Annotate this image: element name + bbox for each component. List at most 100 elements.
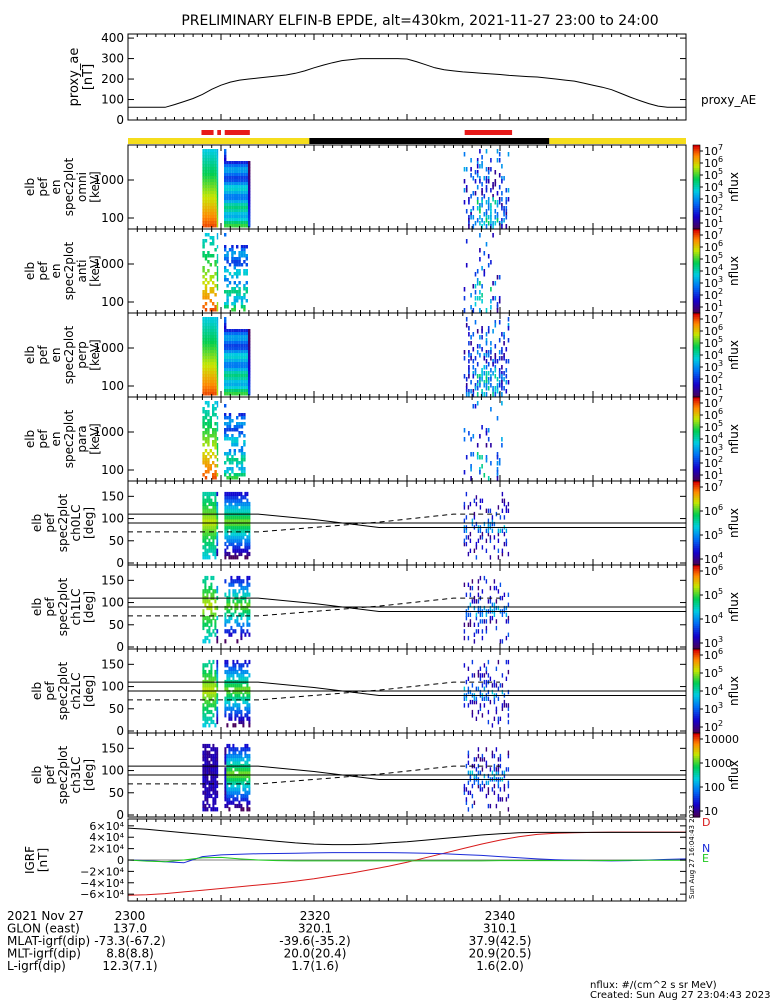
spec-pixel [238, 287, 241, 291]
spec-pixel [214, 224, 217, 228]
spec-pixel [468, 224, 470, 229]
spec-pixel [245, 383, 248, 387]
spec-pixel [228, 215, 232, 219]
spec-pixel [224, 431, 227, 435]
spec-pixel [216, 203, 220, 207]
spec-pixel [243, 383, 246, 387]
pa-pixel [230, 713, 233, 718]
pa-pixel [246, 619, 249, 624]
spec-pixel [463, 350, 466, 355]
pa-pixel [238, 673, 241, 678]
pa-pixel [204, 689, 207, 695]
spec-pixel [224, 245, 227, 249]
spec-pixel [476, 173, 479, 178]
spec-pixel [212, 302, 215, 306]
spec-pixel [228, 365, 232, 369]
spec-pixel [214, 428, 217, 432]
spec-pixel [492, 329, 494, 334]
pa-pixel [204, 575, 207, 581]
spec-pixel [202, 338, 205, 342]
spec-pixel [228, 374, 232, 378]
spec-pixel [233, 200, 236, 204]
spec-pixel [214, 203, 217, 207]
spec-pixel [248, 209, 251, 213]
spec-pixel [465, 383, 468, 388]
pa-pixel [497, 696, 500, 701]
pa-pixel [234, 592, 237, 597]
pa-pixel [216, 629, 219, 634]
spec-pixel [468, 326, 470, 331]
pa-pixel [216, 757, 219, 762]
spec-pixel [233, 338, 236, 342]
pa-pixel [248, 767, 251, 772]
spec-pixel [248, 221, 251, 225]
pa-pixel [240, 683, 243, 688]
pa-pixel [226, 515, 229, 520]
spec-pixel [485, 428, 488, 433]
spec-pixel [207, 332, 210, 336]
spec-pixel [226, 206, 229, 210]
pa-pixel [242, 605, 245, 611]
pa-pixel [469, 602, 472, 607]
spec-pixel [505, 380, 508, 385]
pa-pixel [234, 579, 237, 584]
pa-pixel [479, 673, 482, 678]
pa-pixel [497, 770, 500, 775]
pa-pixel [244, 676, 247, 681]
pa-pixel [216, 716, 219, 721]
spec-pixel [494, 356, 497, 361]
pa-pixel [240, 696, 243, 701]
pa-pixel [234, 790, 237, 795]
pa-pixel [246, 521, 249, 527]
spec-pixel [209, 380, 212, 384]
spec-pixel [474, 383, 477, 388]
spec-pixel [233, 356, 236, 360]
spec-pixel [236, 269, 239, 273]
spec-pixel [202, 296, 205, 300]
pa-pixel [202, 501, 205, 507]
colorbar-frame [692, 732, 701, 818]
pa-pixel [483, 673, 486, 678]
spec-pixel [470, 167, 472, 172]
pa-pixel [202, 622, 205, 627]
colorbar-cell [693, 310, 700, 314]
spec-pixel [233, 176, 236, 180]
pa-pixel [210, 787, 213, 792]
spec-pixel [492, 224, 494, 229]
pa-pixel [236, 706, 239, 711]
spec-pixel [248, 371, 251, 375]
spec-pixel [248, 377, 251, 381]
pa-pixel [216, 541, 219, 547]
spec-pixel [236, 272, 239, 276]
pa-pixel [212, 800, 215, 805]
pa-pixel [216, 673, 219, 678]
spec-pixel [212, 173, 215, 177]
pa-pixel [226, 491, 229, 497]
pa-pixel [202, 803, 205, 809]
colorbar-cell [693, 212, 700, 215]
colorbar-cell [693, 346, 700, 350]
pa-pixel [226, 787, 229, 792]
spec-pixel [214, 407, 217, 411]
pa-pixel [473, 696, 476, 701]
spec-pixel [243, 218, 246, 222]
spec-pixel [228, 293, 232, 297]
spec-pixel [236, 191, 239, 195]
colorbar-cell [693, 302, 700, 306]
pa-pixel [206, 750, 209, 755]
spec-pixel [238, 176, 241, 180]
pa-pixel [495, 625, 498, 631]
spec-pixel [214, 329, 217, 333]
pa-pixel [206, 757, 209, 762]
pa-pixel [226, 753, 229, 759]
spec-pixel [248, 383, 251, 387]
pa-pixel [493, 763, 496, 769]
pa-pixel [244, 689, 247, 695]
spec-pixel [245, 344, 248, 348]
spec-pixel [240, 335, 244, 339]
spec-pixel [231, 329, 234, 333]
spec-pixel [238, 281, 241, 285]
pa-pixel [246, 686, 249, 691]
pa-pixel [232, 531, 235, 537]
pa-pixel [206, 793, 209, 799]
